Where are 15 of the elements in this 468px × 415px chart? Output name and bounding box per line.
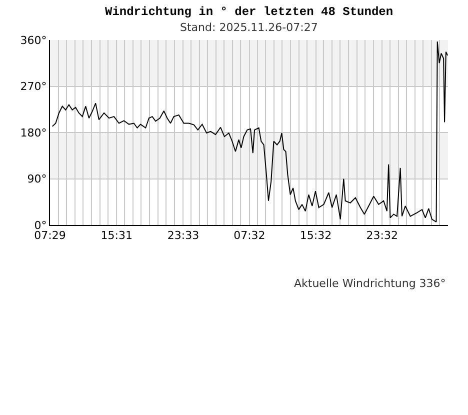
chart-title: Windrichtung in ° der letzten 48 Stunden xyxy=(105,5,394,19)
x-tick-label: 07:32 xyxy=(234,229,266,242)
chart-subtitle: Stand: 2025.11.26-07:27 xyxy=(180,21,318,34)
x-tick-label: 07:29 xyxy=(34,229,66,242)
y-tick-label: 0° xyxy=(34,218,47,232)
x-tick-label: 23:33 xyxy=(167,229,200,242)
x-tick-label: 23:32 xyxy=(366,229,398,242)
y-tick-label: 90° xyxy=(27,172,47,186)
line-series xyxy=(52,41,448,222)
x-tick-label: 15:32 xyxy=(300,229,332,242)
y-tick-label: 180° xyxy=(20,126,47,140)
x-tick-label: 15:31 xyxy=(100,229,132,242)
y-tick-label: 360° xyxy=(20,34,47,47)
text: Aktuelle Windrichtung 336° xyxy=(294,277,446,290)
y-tick-label: 270° xyxy=(20,80,47,94)
